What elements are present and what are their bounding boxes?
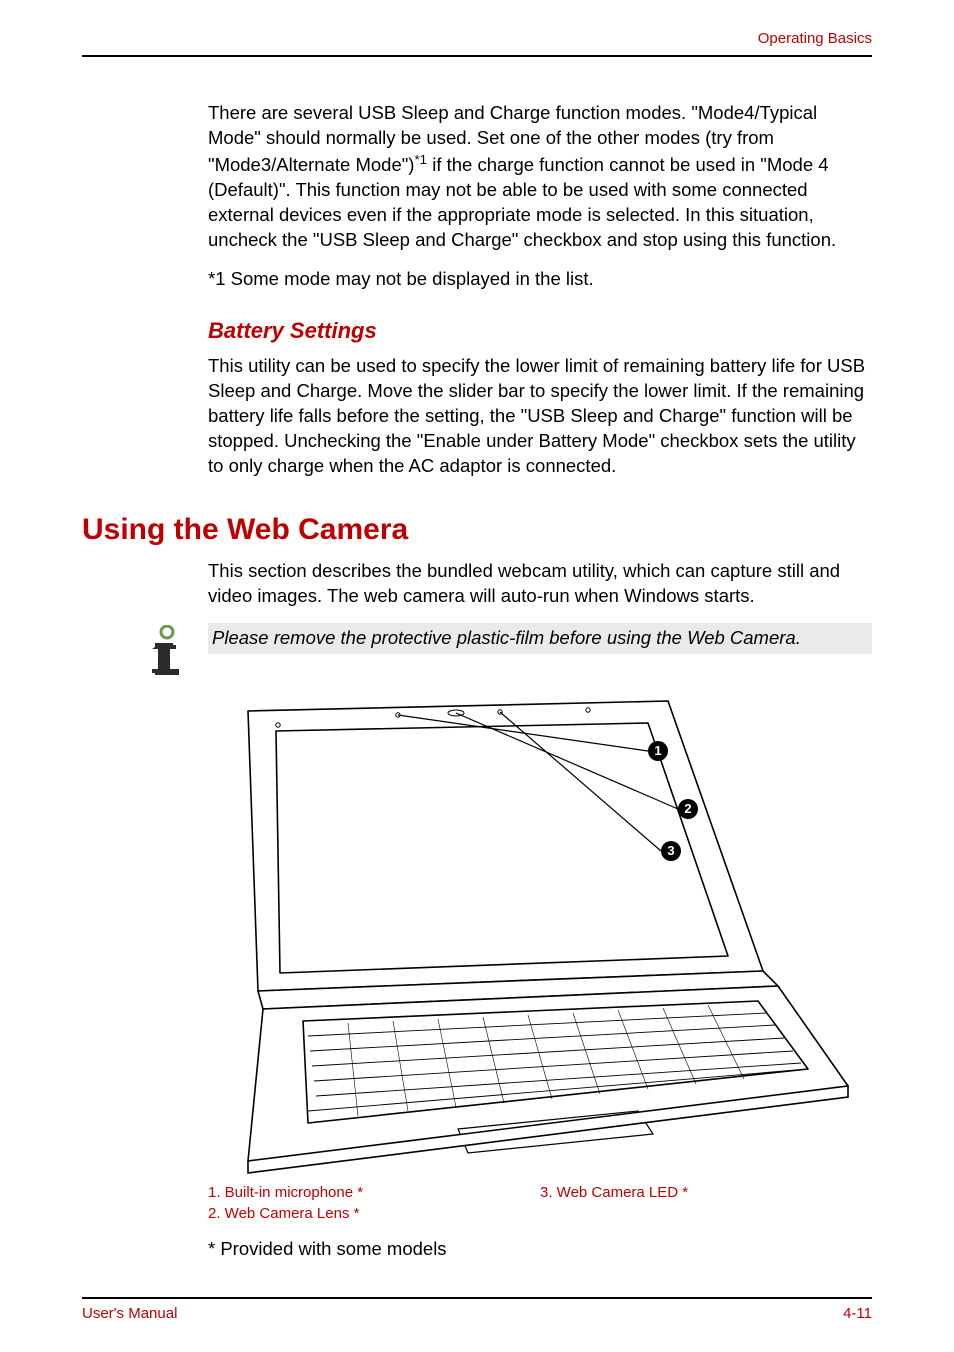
legend-item: 1. Built-in microphone *: [208, 1182, 540, 1204]
chapter-title: Operating Basics: [758, 30, 872, 47]
legend-item: 2. Web Camera Lens *: [208, 1203, 540, 1225]
note-text: Please remove the protective plastic-fil…: [208, 623, 872, 654]
callout-2: 2: [678, 799, 698, 819]
note-icon-col: [82, 623, 188, 677]
callout-3: 3: [661, 841, 681, 861]
page-footer: User's Manual 4-11: [82, 1297, 872, 1322]
para1-superscript: *1: [414, 152, 427, 167]
page-header: Operating Basics: [82, 30, 872, 57]
figure-legend: 1. Built-in microphone * 2. Web Camera L…: [208, 1182, 872, 1226]
footer-left: User's Manual: [82, 1305, 177, 1322]
body-para-5: * Provided with some models: [208, 1237, 872, 1262]
callout-1: 1: [648, 741, 668, 761]
legend-col-right: 3. Web Camera LED *: [540, 1182, 872, 1226]
footer-right: 4-11: [843, 1305, 872, 1322]
note-block: Please remove the protective plastic-fil…: [82, 623, 872, 677]
laptop-figure: 1 2 3: [208, 691, 873, 1176]
body-para-1: There are several USB Sleep and Charge f…: [208, 101, 872, 253]
legend-item: 3. Web Camera LED *: [540, 1182, 872, 1204]
heading-web-camera: Using the Web Camera: [82, 513, 872, 547]
body-para-2: *1 Some mode may not be displayed in the…: [208, 267, 872, 292]
laptop-diagram-svg: [208, 691, 873, 1176]
heading-battery-settings: Battery Settings: [208, 318, 872, 344]
info-icon: [146, 625, 188, 677]
body-para-3: This utility can be used to specify the …: [208, 354, 872, 479]
body-para-4: This section describes the bundled webca…: [208, 559, 872, 609]
legend-col-left: 1. Built-in microphone * 2. Web Camera L…: [208, 1182, 540, 1226]
